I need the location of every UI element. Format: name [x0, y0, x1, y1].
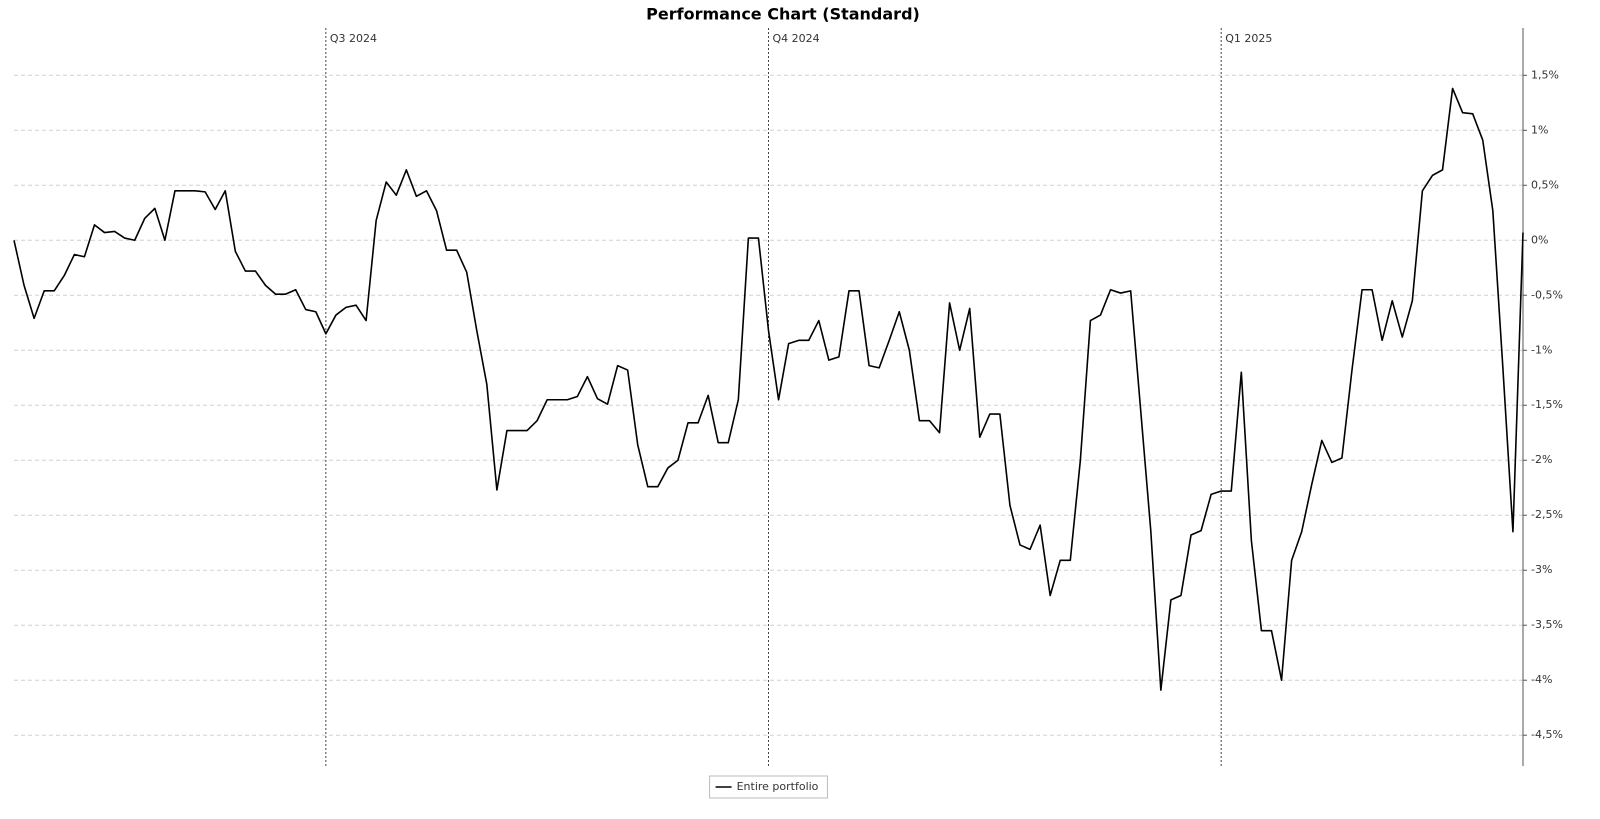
y-tick-label: 1,5%	[1531, 68, 1559, 81]
x-tick-label: Q4 2024	[773, 32, 820, 45]
y-tick-label: -0,5%	[1531, 288, 1563, 301]
y-tick-label: -2,5%	[1531, 508, 1563, 521]
y-tick-label: 0,5%	[1531, 178, 1559, 191]
legend-label: Entire portfolio	[737, 780, 819, 793]
series-line	[13, 87, 1524, 691]
legend-box	[709, 775, 828, 799]
y-tick-label: 1%	[1531, 123, 1548, 136]
chart-title: Performance Chart (Standard)	[646, 5, 920, 24]
y-tick-label: -2%	[1531, 453, 1552, 466]
x-tick-label: Q1 2025	[1225, 32, 1272, 45]
y-tick-label: -1,5%	[1531, 398, 1563, 411]
y-tick-label: -3%	[1531, 563, 1552, 576]
y-tick-label: -4%	[1531, 673, 1552, 686]
y-tick-label: -4,5%	[1531, 728, 1563, 741]
x-tick-label: Q3 2024	[330, 32, 377, 45]
y-tick-label: -3,5%	[1531, 618, 1563, 631]
y-tick-label: 0%	[1531, 233, 1548, 246]
y-tick-label: -1%	[1531, 343, 1552, 356]
